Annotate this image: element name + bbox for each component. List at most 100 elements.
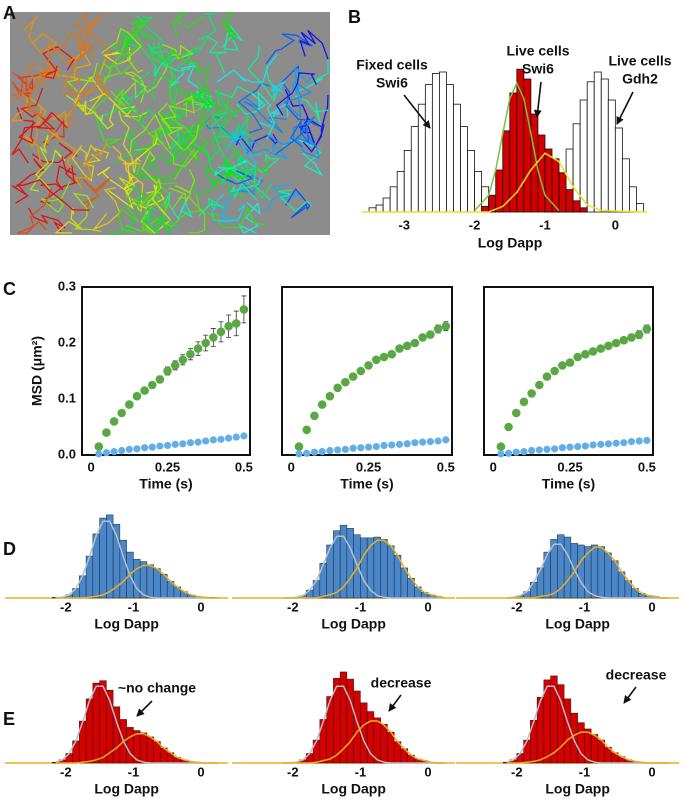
trajectory	[171, 118, 197, 181]
trajectory	[36, 61, 64, 78]
fit-curve	[282, 685, 445, 764]
fit-curve	[506, 546, 669, 599]
x-tick-label: 0	[288, 459, 295, 474]
data-point	[496, 442, 506, 451]
data-point	[387, 349, 397, 359]
data-point	[209, 436, 217, 444]
trajectory	[98, 58, 121, 86]
histogram-bar	[563, 698, 572, 764]
trajectory	[26, 62, 52, 89]
annotation: Live cells	[506, 43, 569, 59]
trajectory	[118, 30, 157, 49]
histogram-bar	[146, 736, 154, 764]
annotation: decrease	[606, 667, 667, 683]
data-point	[193, 344, 203, 353]
data-point	[434, 437, 442, 445]
annotation: Fixed cells	[356, 57, 428, 73]
data-point	[612, 439, 620, 447]
histogram-bar	[312, 739, 321, 764]
histogram-bar	[373, 536, 381, 599]
x-tick-label: 0	[490, 459, 497, 474]
trajectory	[23, 14, 58, 55]
x-tick-label: 0	[197, 764, 204, 779]
fit-curve	[506, 731, 669, 764]
histogram-bar	[424, 84, 433, 213]
data-point	[186, 439, 195, 447]
x-axis-label: Log Dapp	[94, 616, 159, 632]
annotation: Gdh2	[622, 71, 658, 87]
histogram-bar	[393, 555, 402, 599]
histogram-bar	[481, 205, 490, 213]
x-tick-label: 0.5	[235, 459, 253, 474]
data-point	[504, 422, 513, 432]
fit-curve	[282, 539, 446, 599]
fit-curve	[55, 685, 218, 764]
trajectory	[294, 95, 329, 123]
data-point	[418, 333, 427, 342]
histogram-bar	[572, 123, 581, 213]
data-point	[504, 449, 513, 457]
fit-curve	[474, 81, 560, 212]
fit-curve	[362, 152, 648, 213]
data-point	[511, 408, 521, 418]
x-tick-label: -3	[398, 217, 410, 232]
histogram-bar	[410, 126, 419, 213]
panel-label: D	[3, 539, 16, 559]
trajectory	[125, 194, 153, 234]
histogram-bar	[153, 568, 161, 599]
fit-curve	[282, 720, 445, 764]
data-point	[140, 386, 149, 395]
y-tick-label: 0.1	[58, 390, 76, 405]
histogram-bar	[597, 546, 605, 599]
data-point	[573, 352, 583, 362]
data-point	[357, 444, 365, 452]
histogram-bar	[577, 544, 585, 599]
data-point	[326, 446, 334, 455]
data-point	[333, 383, 342, 393]
trajectory	[151, 48, 203, 71]
data-point	[426, 330, 435, 339]
x-tick-label: 0	[648, 764, 655, 779]
data-point	[125, 445, 133, 453]
histogram-bar	[360, 537, 368, 599]
trajectory	[66, 62, 98, 93]
trajectory	[112, 145, 141, 166]
trajectory	[47, 31, 86, 64]
histogram-bar	[446, 84, 454, 213]
data-point	[535, 380, 544, 390]
data-point	[295, 450, 303, 458]
data-point	[574, 443, 582, 451]
trajectory	[197, 13, 218, 41]
data-point	[170, 361, 180, 370]
y-tick-label: 0.3	[58, 278, 76, 293]
data-point	[388, 441, 396, 449]
x-tick-label: -1	[579, 599, 591, 614]
histogram-bar	[614, 127, 623, 213]
data-point	[349, 444, 357, 452]
data-point	[395, 440, 404, 448]
trajectory	[124, 64, 169, 94]
data-point	[310, 411, 319, 421]
x-tick-label: -2	[511, 764, 523, 779]
plot-frame	[483, 286, 654, 456]
trajectory	[187, 92, 232, 141]
histogram-bar	[387, 731, 395, 764]
trajectory	[251, 90, 276, 140]
x-tick-label: 0	[424, 599, 431, 614]
data-point	[550, 366, 559, 376]
histogram-bar	[579, 207, 588, 213]
trajectory	[210, 111, 234, 151]
data-point	[565, 358, 575, 367]
histogram-bar	[460, 126, 468, 213]
data-point	[239, 305, 249, 314]
histogram-bar	[403, 149, 412, 213]
data-point	[94, 442, 104, 451]
data-point	[371, 355, 381, 365]
data-point	[611, 338, 621, 348]
data-point	[551, 445, 559, 453]
data-point	[224, 321, 233, 331]
trajectory	[10, 94, 43, 125]
data-point	[604, 440, 613, 448]
histogram-bar	[577, 722, 585, 764]
data-point	[216, 327, 226, 337]
